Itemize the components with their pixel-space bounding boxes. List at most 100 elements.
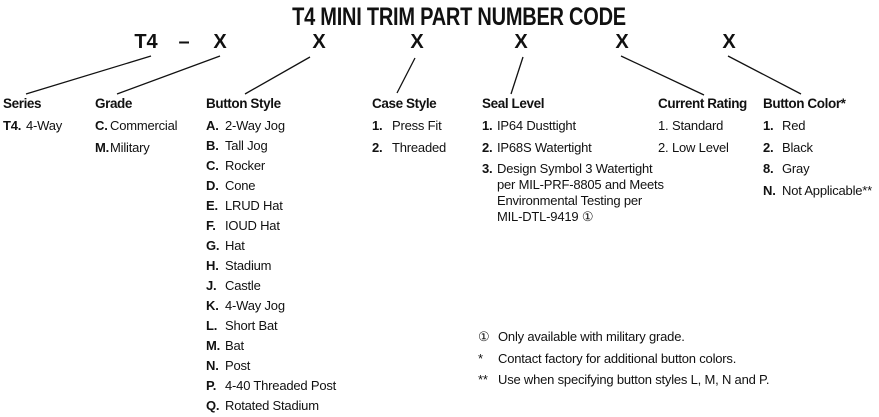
item-text: Design Symbol 3 Watertight per MIL-PRF-8… (497, 161, 664, 224)
item-code: 1. (763, 118, 774, 133)
list-item: 2. Low Level (658, 140, 747, 156)
item-code: C. (206, 158, 219, 173)
item-code: 1. (372, 118, 383, 133)
section-series: Series T4. 4-Way (3, 96, 62, 140)
section-grade-label: Grade (95, 96, 133, 111)
list-item: D. Cone (206, 178, 336, 194)
item-code: E. (206, 198, 218, 213)
section-button-style-label: Button Style (206, 96, 281, 111)
item-code: D. (206, 178, 219, 193)
item-code: J. (206, 278, 217, 293)
list-item: J. Castle (206, 278, 336, 294)
list-item: 1. Red (763, 118, 872, 134)
list-item: L. Short Bat (206, 318, 336, 334)
code-x-current-rating: X (615, 31, 629, 53)
item-text: 4-Way (26, 118, 63, 133)
item-text: Black (782, 139, 813, 155)
item-text: Standard (672, 118, 724, 133)
code-x-button-color: X (722, 31, 736, 53)
item-text: Post (225, 358, 251, 373)
item-text: LRUD Hat (225, 198, 283, 213)
list-item: K. 4-Way Jog (206, 298, 336, 314)
list-item: Q. Rotated Stadium (206, 398, 336, 414)
footnote-text: Contact factory for additional button co… (498, 350, 737, 366)
connector-line-case-style (396, 57, 416, 94)
code-x-grade: X (213, 31, 227, 53)
code-x-seal-level: X (514, 31, 528, 53)
item-code: C. (95, 118, 108, 133)
list-item: 8. Gray (763, 161, 872, 177)
item-code: B. (206, 138, 219, 153)
footnote-text: Only available with military grade. (498, 329, 685, 344)
item-text: Gray (782, 161, 810, 176)
item-code: G. (206, 238, 220, 253)
item-code: N. (763, 182, 776, 198)
item-text: 4-40 Threaded Post (225, 378, 337, 393)
footnote-symbol: * (478, 350, 483, 366)
section-button-style: Button Style A. 2-Way Jog B. Tall Jog C.… (206, 96, 336, 417)
item-text: Military (110, 139, 150, 155)
footnote-double-asterisk: ** Use when specifying button styles L, … (478, 372, 769, 388)
item-code: H. (206, 258, 219, 273)
connector-line-button-style (244, 56, 311, 95)
list-item: M. Military (95, 140, 177, 156)
footnote-asterisk: * Contact factory for additional button … (478, 351, 769, 367)
section-current-rating: Current Rating 1. Standard 2. Low Level (658, 96, 747, 161)
item-code: L. (206, 318, 218, 333)
connector-line-current-rating (620, 55, 705, 96)
item-text: Commercial (110, 118, 178, 133)
item-code: 2. (482, 139, 493, 155)
page-title: T4 MINI TRIM PART NUMBER CODE (292, 3, 626, 31)
item-code: N. (206, 358, 219, 373)
list-item: P. 4-40 Threaded Post (206, 378, 336, 394)
section-series-label: Series (3, 96, 42, 111)
code-x-button-style: X (312, 31, 326, 53)
item-code: A. (206, 118, 219, 133)
list-item: M. Bat (206, 338, 336, 354)
item-text: Press Fit (392, 118, 442, 133)
item-code: 2. (372, 139, 383, 155)
list-item: 1. Standard (658, 118, 747, 134)
item-text: IOUD Hat (225, 218, 280, 233)
list-item: T4. 4-Way (3, 118, 62, 134)
item-text: Short Bat (225, 318, 278, 333)
connector-line-grade (116, 55, 221, 95)
code-dash: – (178, 31, 190, 53)
item-text: 4-Way Jog (225, 298, 285, 313)
item-code: M. (206, 338, 221, 353)
item-code: 1. (482, 118, 493, 133)
item-text: Not Applicable** (782, 182, 873, 198)
item-text: Bat (225, 338, 244, 353)
item-text: 2-Way Jog (225, 118, 285, 133)
item-code: 2. (658, 139, 669, 155)
item-code: 8. (763, 161, 774, 176)
item-text: Low Level (672, 139, 729, 155)
list-item: 1. Press Fit (372, 118, 446, 134)
connector-line-seal-level (510, 56, 524, 95)
list-item: H. Stadium (206, 258, 336, 274)
item-text: Tall Jog (225, 138, 268, 153)
item-text: Cone (225, 178, 256, 193)
section-button-color: Button Color* 1. Red 2. Black 8. Gray N.… (763, 96, 872, 204)
list-item: 3. Design Symbol 3 Watertight per MIL-PR… (482, 161, 664, 225)
code-prefix: T4 (134, 31, 158, 53)
section-case-style-label: Case Style (372, 96, 437, 111)
item-code: Q. (206, 398, 220, 413)
item-text: Threaded (392, 139, 447, 155)
item-code: 1. (658, 118, 669, 133)
item-code: P. (206, 378, 217, 393)
item-code: F. (206, 218, 216, 233)
list-item: F. IOUD Hat (206, 218, 336, 234)
item-code: T4. (3, 118, 22, 133)
list-item: B. Tall Jog (206, 138, 336, 154)
item-code: 3. (482, 161, 493, 176)
item-code: M. (95, 139, 110, 155)
item-text: Rotated Stadium (225, 398, 319, 413)
item-text: IP64 Dusttight (497, 118, 576, 133)
item-text: Stadium (225, 258, 272, 273)
section-button-color-label: Button Color* (763, 96, 846, 111)
footnote-circled-1: ① Only available with military grade. (478, 329, 769, 345)
section-case-style: Case Style 1. Press Fit 2. Threaded (372, 96, 446, 161)
